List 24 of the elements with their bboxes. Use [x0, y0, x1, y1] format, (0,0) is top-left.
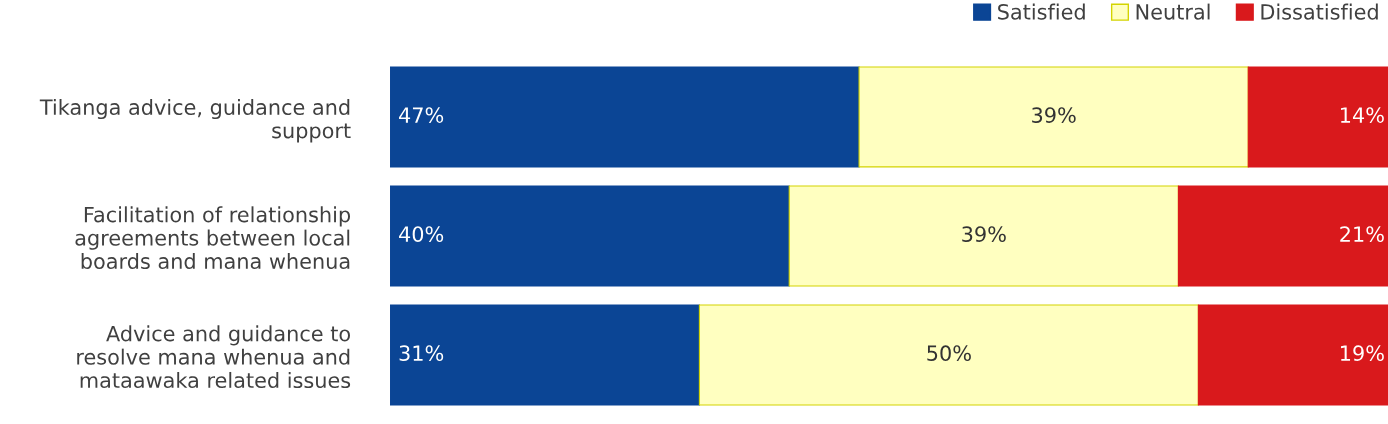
- data-label: 40%: [399, 226, 444, 242]
- bar: [390, 66, 860, 168]
- bar: [390, 185, 790, 287]
- bar: [788, 185, 1179, 287]
- y-tick-label: Advice and guidance to resolve mana whenua and mataawaka related issues: [77, 325, 351, 389]
- bar: [698, 304, 1199, 406]
- data-label: 39%: [1032, 107, 1076, 123]
- bar: [858, 66, 1249, 168]
- data-label: 47%: [399, 107, 444, 123]
- bar: [390, 304, 700, 406]
- legend-label: Satisfied: [998, 3, 1085, 20]
- data-label: 19%: [1340, 345, 1384, 362]
- y-tick-label: Facilitation of relationship agreements between local boards and mana whenua: [75, 206, 351, 270]
- legend-label: Dissatisfied: [1261, 3, 1378, 20]
- y-tick-label: Tikanga advice, guidance and support: [39, 98, 351, 143]
- bar: [1247, 66, 1388, 168]
- data-label: 39%: [962, 226, 1006, 242]
- bar: [1197, 304, 1388, 406]
- data-label: 14%: [1340, 107, 1384, 123]
- data-label: 50%: [927, 345, 971, 362]
- legend-label: Neutral: [1136, 3, 1210, 20]
- bar: [1177, 185, 1388, 287]
- data-label: 31%: [399, 345, 444, 362]
- data-label: 21%: [1340, 226, 1384, 242]
